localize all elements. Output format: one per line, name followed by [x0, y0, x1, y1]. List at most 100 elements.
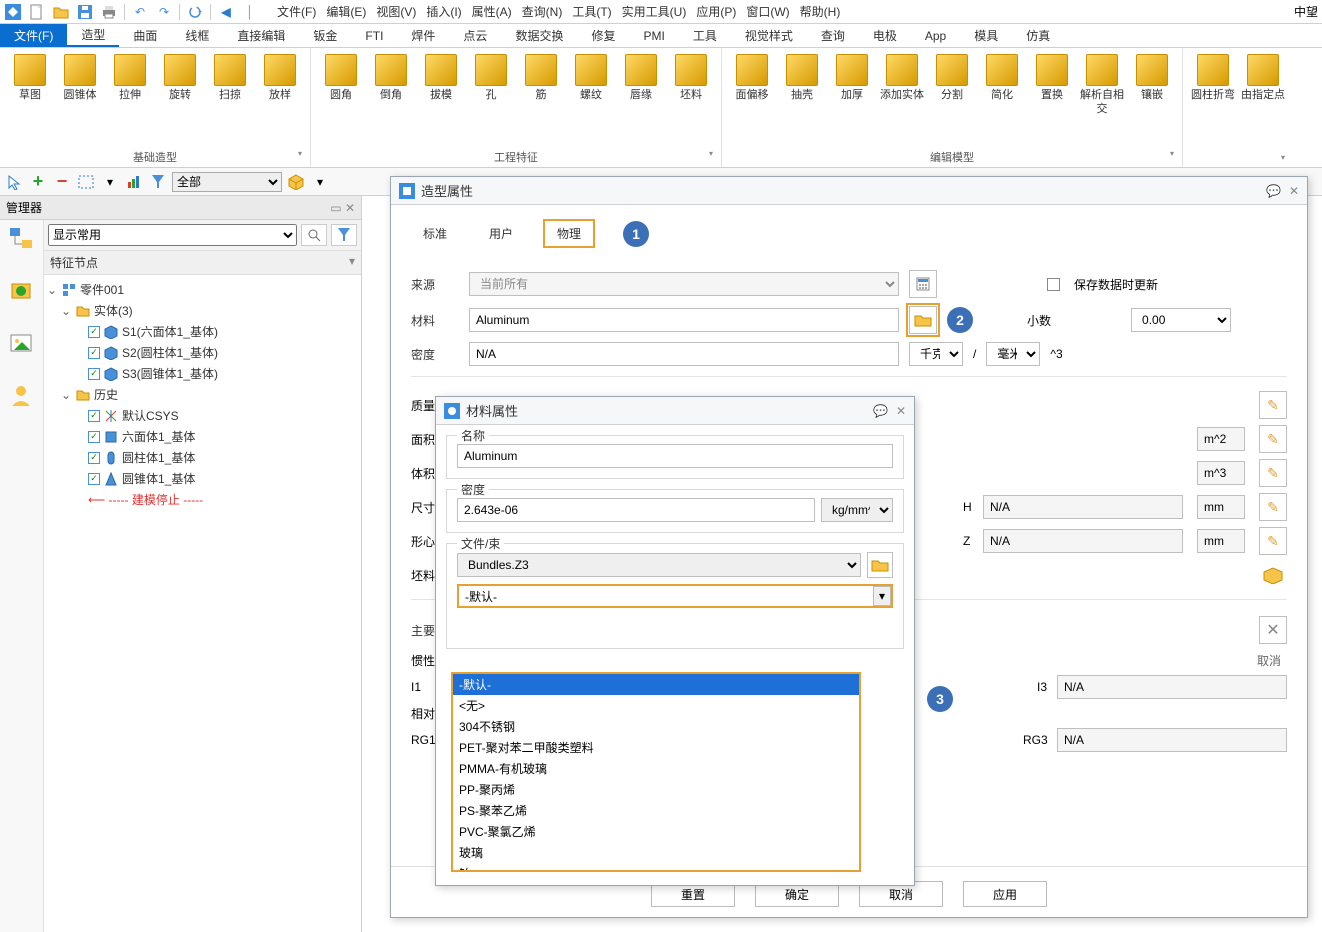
feature-tree[interactable]: ⌄ 零件001 ⌄ 实体(3) S1(六面体1_基体)S2(圆柱体1_基体)S3…	[44, 275, 361, 932]
ribbon-button[interactable]: 孔	[467, 52, 515, 145]
menu-item[interactable]: 插入(I)	[422, 3, 465, 20]
ribbon-button[interactable]: 圆角	[317, 52, 365, 145]
tab-tree-icon[interactable]	[8, 226, 36, 254]
ribbon-button[interactable]: 筋	[517, 52, 565, 145]
tree-history-node[interactable]: 圆锥体1_基体	[46, 468, 359, 489]
material-density-input[interactable]	[457, 498, 815, 522]
menu-item[interactable]: 实用工具(U)	[618, 3, 691, 20]
tab-user-icon[interactable]	[8, 382, 36, 410]
tree-history-node[interactable]: 圆柱体1_基体	[46, 447, 359, 468]
ribbon-button[interactable]: 拔模	[417, 52, 465, 145]
tab-standard[interactable]: 标准	[411, 221, 459, 246]
ribbon-button[interactable]: 草图	[6, 52, 54, 145]
edit-icon[interactable]: ✎	[1259, 459, 1287, 487]
ribbon-button[interactable]: 倒角	[367, 52, 415, 145]
ribbon-button[interactable]: 简化	[978, 52, 1026, 145]
select-box-icon[interactable]	[76, 172, 96, 192]
tab-layer-icon[interactable]	[8, 278, 36, 306]
material-combo[interactable]: ▾	[457, 584, 893, 608]
save-icon[interactable]	[76, 3, 94, 21]
dropdown-icon[interactable]: ▾	[310, 172, 330, 192]
ribbon-tab[interactable]: 线框	[171, 24, 223, 47]
search-icon[interactable]	[301, 224, 327, 246]
ribbon-button[interactable]: 旋转	[156, 52, 204, 145]
close-icon[interactable]: ✕	[1289, 184, 1299, 198]
dropdown-option[interactable]: 玻璃	[453, 842, 859, 863]
ribbon-tab[interactable]: 文件(F)	[0, 24, 67, 47]
menu-item[interactable]: 属性(A)	[468, 3, 516, 20]
tree-history-node[interactable]: 六面体1_基体	[46, 426, 359, 447]
ribbon-tab[interactable]: 视觉样式	[731, 24, 807, 47]
ribbon-button[interactable]: 螺纹	[567, 52, 615, 145]
ribbon-button[interactable]: 面偏移	[728, 52, 776, 145]
material-input[interactable]	[469, 308, 899, 332]
material-density-unit[interactable]: kg/mm^	[821, 498, 893, 522]
nav-fwd-icon[interactable]: │	[241, 3, 259, 21]
ribbon-tab[interactable]: PMI	[629, 24, 678, 47]
edit-icon[interactable]: ✎	[1259, 425, 1287, 453]
close-icon[interactable]: ✕	[896, 404, 906, 418]
ribbon-button[interactable]: 分割	[928, 52, 976, 145]
calc-icon[interactable]	[909, 270, 937, 298]
ribbon-button[interactable]: 唇缘	[617, 52, 665, 145]
ribbon-tab[interactable]: 钣金	[299, 24, 351, 47]
tree-entity-node[interactable]: S2(圆柱体1_基体)	[46, 342, 359, 363]
ribbon-button[interactable]: 圆柱折弯	[1189, 52, 1237, 149]
material-combo-input[interactable]	[457, 584, 893, 608]
blank-icon[interactable]	[1259, 561, 1287, 589]
dropdown-option[interactable]: PS-聚苯乙烯	[453, 800, 859, 821]
menu-item[interactable]: 查询(N)	[518, 3, 567, 20]
close-icon[interactable]: ✕	[345, 201, 355, 215]
display-mode-select[interactable]: 显示常用	[48, 224, 297, 246]
h-input[interactable]	[983, 495, 1183, 519]
print-icon[interactable]	[100, 3, 118, 21]
material-dropdown-list[interactable]: -默认-<无>304不锈钢PET-聚对苯二甲酸类塑料PMMA-有机玻璃PP-聚丙…	[451, 672, 861, 872]
density-unit1[interactable]: 千克	[909, 342, 963, 366]
ribbon-button[interactable]: 加厚	[828, 52, 876, 145]
dropdown-option[interactable]: PMMA-有机玻璃	[453, 758, 859, 779]
ribbon-tab[interactable]: 电极	[859, 24, 911, 47]
ribbon-tab[interactable]: 焊件	[397, 24, 449, 47]
tree-checkbox[interactable]	[88, 410, 100, 422]
menu-item[interactable]: 工具(T)	[568, 3, 615, 20]
ribbon-tab[interactable]: 模具	[960, 24, 1012, 47]
ribbon-tab[interactable]: 数据交换	[501, 24, 577, 47]
menu-item[interactable]: 视图(V)	[372, 3, 420, 20]
ribbon-button[interactable]: 由指定点	[1239, 52, 1287, 149]
filter-select[interactable]: 全部	[172, 172, 282, 192]
cube-icon[interactable]	[286, 172, 306, 192]
dropdown-option[interactable]: PET-聚对苯二甲酸类塑料	[453, 737, 859, 758]
edit-icon[interactable]: ✎	[1259, 391, 1287, 419]
ribbon-button[interactable]: 拉伸	[106, 52, 154, 145]
material-name-input[interactable]	[457, 444, 893, 468]
chart-icon[interactable]	[124, 172, 144, 192]
dialog-titlebar[interactable]: 造型属性 💬 ✕	[391, 177, 1307, 205]
dialog-titlebar[interactable]: 材料属性 💬 ✕	[436, 397, 914, 425]
tab-user[interactable]: 用户	[477, 221, 525, 246]
bundle-browse-icon[interactable]	[867, 552, 893, 578]
z-input[interactable]	[983, 529, 1183, 553]
undo-icon[interactable]: ↶	[131, 3, 149, 21]
save-update-checkbox[interactable]	[1047, 278, 1060, 291]
ribbon-button[interactable]: 解析自相交	[1078, 52, 1126, 145]
remove-icon[interactable]: −	[52, 172, 72, 192]
tree-checkbox[interactable]	[88, 368, 100, 380]
ribbon-button[interactable]: 坯料	[667, 52, 715, 145]
tab-physics[interactable]: 物理	[543, 219, 595, 248]
filter-funnel-icon[interactable]	[148, 172, 168, 192]
menu-item[interactable]: 窗口(W)	[742, 3, 793, 20]
rg3-input[interactable]	[1057, 728, 1287, 752]
decimals-select[interactable]: 0.00	[1131, 308, 1231, 332]
new-icon[interactable]	[28, 3, 46, 21]
select-mode-icon[interactable]: ▾	[100, 172, 120, 192]
ribbon-tab[interactable]: 点云	[449, 24, 501, 47]
source-select[interactable]: 当前所有	[469, 272, 899, 296]
dropdown-option[interactable]: <无>	[453, 695, 859, 716]
tree-checkbox[interactable]	[88, 452, 100, 464]
edit-icon[interactable]: ✎	[1259, 493, 1287, 521]
ribbon-button[interactable]: 添加实体	[878, 52, 926, 145]
refresh-icon[interactable]	[186, 3, 204, 21]
ribbon-tab[interactable]: 直接编辑	[223, 24, 299, 47]
ribbon-tab[interactable]: App	[911, 24, 960, 47]
i3-input[interactable]	[1057, 675, 1287, 699]
